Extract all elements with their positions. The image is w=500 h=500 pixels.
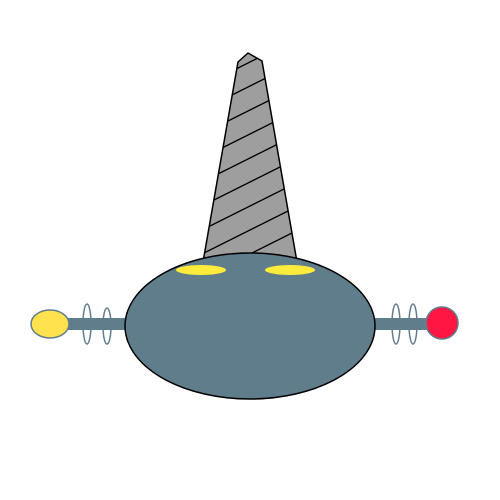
left-rod	[62, 318, 132, 330]
red-ball	[425, 306, 459, 340]
eye	[176, 265, 226, 275]
right-rod	[368, 318, 430, 330]
eye	[265, 265, 315, 275]
yellow-ball	[30, 309, 70, 339]
body	[124, 252, 376, 400]
spring	[391, 303, 401, 345]
spring	[408, 303, 418, 345]
spring	[82, 303, 92, 345]
spring	[102, 307, 112, 345]
